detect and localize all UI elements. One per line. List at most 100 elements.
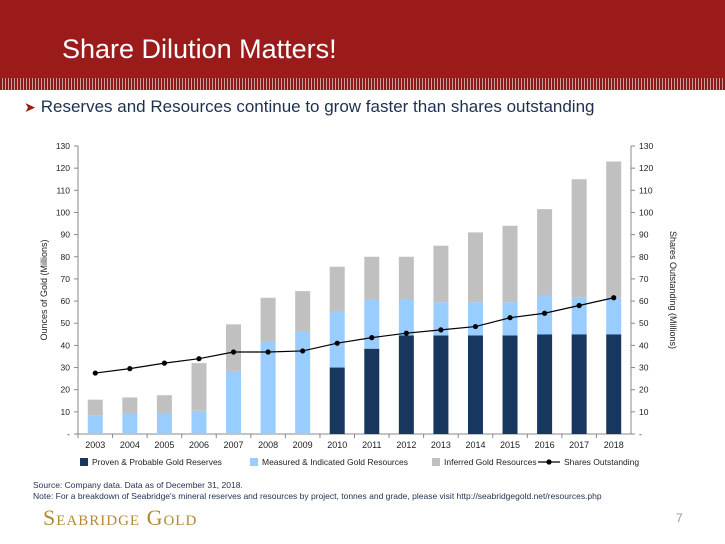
bar-inferred [156,395,172,413]
bar-proven [433,335,449,434]
bar-inferred [329,266,345,312]
bar-inferred [537,209,553,296]
bar-measured [364,299,380,349]
right-tick-label: 40 [639,340,649,350]
bar-inferred [398,256,414,300]
bar-inferred [122,397,138,413]
left-tick-label: 120 [56,163,70,173]
left-tick-label: 30 [61,363,71,373]
x-tick-label: 2007 [224,440,244,450]
bar-measured [433,302,449,336]
right-tick-label: 30 [639,363,649,373]
right-tick-label: 20 [639,385,649,395]
x-tick-label: 2013 [431,440,451,450]
x-tick-label: 2004 [120,440,140,450]
right-tick-label: 80 [639,252,649,262]
legend-proven-label: Proven & Probable Gold Reserves [92,457,222,467]
bar-measured [398,299,414,336]
bar-proven [329,367,345,434]
slide-header: Share Dilution Matters! [0,0,725,78]
bar-inferred [260,297,276,341]
right-tick-label: 100 [639,207,653,217]
legend-measured-swatch [250,458,258,466]
left-tick-label: 40 [61,340,71,350]
x-tick-label: 2015 [500,440,520,450]
bar-measured [122,412,138,434]
shares-point [127,366,133,372]
resource-note: Note: For a breakdown of Seabridge's min… [33,491,602,501]
right-tick-label: 60 [639,296,649,306]
bar-measured [191,410,207,434]
shares-point [611,295,617,301]
bar-inferred [364,256,380,300]
shares-point [576,302,582,309]
left-tick-label: 130 [56,141,70,151]
x-tick-label: 2006 [189,440,209,450]
x-tick-label: 2017 [569,440,589,450]
bar-proven [537,334,553,434]
shares-point [507,315,513,321]
bar-inferred [295,291,311,331]
shares-point [472,323,479,330]
header-stripe [0,78,725,90]
right-tick-label: - [639,429,642,439]
bar-proven [398,335,414,434]
left-tick-label: 80 [61,252,71,262]
shares-point [265,349,271,355]
x-tick-label: 2009 [293,440,313,450]
bar-measured [467,302,483,336]
bar-proven [502,335,518,434]
page-number: 7 [676,511,683,525]
x-tick-label: 2011 [362,440,381,450]
bar-inferred [571,179,587,298]
bar-measured [156,412,172,434]
left-tick-label: 90 [61,230,71,240]
x-tick-label: 2008 [258,440,278,450]
bar-measured [606,297,622,335]
legend-shares-swatch-marker [546,459,552,465]
source-note: Source: Company data. Data as of Decembe… [33,480,243,490]
footnotes: Source: Company data. Data as of Decembe… [33,480,602,502]
x-tick-label: 2012 [396,440,416,450]
bar-proven [606,334,622,434]
left-tick-label: 50 [61,318,71,328]
bar-proven [571,334,587,434]
bar-measured [295,330,311,434]
left-tick-label: 10 [61,407,71,417]
bar-inferred [502,225,518,303]
bar-inferred [606,161,622,298]
right-tick-label: 110 [639,185,653,195]
bar-measured [329,311,345,368]
left-tick-label: 100 [56,207,70,217]
left-tick-label: - [67,429,70,439]
bar-measured [226,370,242,434]
left-tick-label: 20 [61,385,71,395]
x-tick-label: 2014 [465,440,485,450]
left-tick-label: 70 [61,274,71,284]
right-tick-label: 90 [639,230,649,240]
slide-title: Share Dilution Matters! [62,34,337,64]
shares-point [161,360,168,366]
left-tick-label: 60 [61,296,71,306]
shares-point [300,348,306,354]
bar-inferred [226,324,242,371]
legend-shares-label: Shares Outstanding [564,457,639,467]
bar-proven [364,348,380,434]
arrow-bullet-icon: ➤ [24,99,36,115]
shares-point [334,340,340,346]
right-tick-label: 70 [639,274,649,284]
x-tick-label: 2010 [327,440,347,450]
bar-measured [260,340,276,434]
bar-inferred [87,399,103,416]
bullet-text: Reserves and Resources continue to grow … [40,97,595,116]
bar-inferred [433,245,449,303]
bar-measured [87,415,103,434]
y2-axis-title: Shares Outstanding (Millions) [668,231,678,349]
y-axis-title: Ounces of Gold (Millions) [39,239,49,340]
left-tick-label: 110 [56,185,70,195]
legend-measured-label: Measured & Indicated Gold Resources [262,457,408,467]
shares-point [541,310,548,316]
x-tick-label: 2018 [604,440,624,450]
x-tick-label: 2003 [85,440,105,450]
shares-outstanding-line [95,297,614,374]
